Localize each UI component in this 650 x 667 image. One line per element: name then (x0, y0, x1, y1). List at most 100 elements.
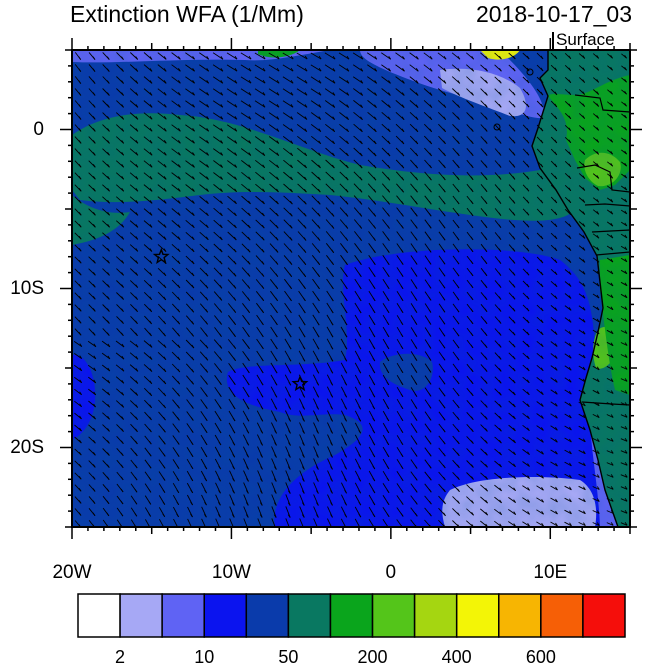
wind-barb-flag (261, 297, 265, 301)
wind-barb-flag (498, 260, 502, 264)
wind-barb (339, 123, 349, 133)
wind-barb-flag (121, 236, 125, 240)
wind-barb-flag (220, 91, 224, 96)
wind-barb-flag (610, 115, 614, 119)
wind-barb-flag (92, 80, 96, 84)
wind-barb-flag (610, 103, 614, 107)
wind-barb-flag (527, 523, 530, 527)
wind-barb-flag (527, 439, 530, 443)
wind-barb-flag (582, 139, 586, 143)
wind-barb-flag (555, 450, 558, 455)
wind-barb-flag (512, 296, 516, 300)
wind-barb-flag (471, 452, 474, 456)
wind-barb-flag (512, 176, 516, 180)
wind-barb-flag (372, 405, 376, 410)
wind-barb-flag (78, 488, 82, 492)
wind-barb-flag (234, 67, 238, 72)
wind-barb (578, 437, 586, 443)
wind-barb-flag (429, 500, 432, 505)
wind-barb-flag (191, 260, 195, 265)
wind-barb-flag (191, 356, 195, 361)
wind-barb-flag (191, 381, 194, 385)
wind-barb-flag (596, 414, 600, 418)
wind-barb-flag (554, 283, 558, 287)
wind-barb-flag (344, 430, 347, 434)
wind-barb-flag (78, 68, 82, 72)
wind-barb (101, 364, 111, 372)
wind-barb-flag (176, 465, 180, 469)
wind-barb-flag (218, 502, 221, 506)
wind-barb-flag (302, 418, 305, 422)
wind-barb-flag (610, 498, 614, 502)
wind-barb-flag (414, 321, 418, 325)
wind-barb-flag (499, 67, 502, 72)
wind-barb-flag (274, 442, 277, 446)
wind-barb-flag (554, 247, 558, 252)
wind-barb (423, 76, 433, 84)
wind-barb-flag (219, 381, 222, 385)
wind-barb-flag (178, 164, 181, 168)
wind-barb-flag (316, 442, 319, 446)
wind-barb-flag (248, 55, 252, 60)
wind-barb-flag (470, 332, 474, 337)
wind-barb (157, 52, 167, 60)
wind-barb (592, 510, 600, 514)
wind-barb-flag (106, 488, 110, 492)
wind-barb-flag (317, 261, 321, 265)
wind-barb-flag (163, 296, 167, 301)
wind-barb-flag (484, 320, 488, 324)
wind-barb (282, 64, 294, 72)
wind-barb-flag (135, 212, 139, 216)
wind-barb-flag (302, 370, 306, 374)
wind-barb-flag (135, 92, 139, 96)
wind-barb-flag (220, 55, 224, 60)
wind-barb-flag (610, 270, 614, 275)
wind-barb-flag (386, 465, 390, 470)
wind-barb-flag (248, 91, 252, 96)
wind-barb-flag (527, 415, 530, 419)
wind-barb-flag (554, 211, 558, 216)
wind-barb (227, 160, 237, 168)
wind-barb-flag (332, 128, 336, 132)
wind-barb-flag (372, 477, 376, 482)
wind-barb-flag (344, 466, 347, 470)
wind-barb-flag (233, 236, 237, 241)
wind-barb (550, 401, 558, 407)
wind-barb-flag (346, 152, 349, 157)
wind-barb (592, 377, 600, 383)
wind-barb-flag (206, 200, 209, 204)
wind-barb-flag (624, 354, 628, 358)
wind-barb-flag (568, 354, 572, 359)
wind-barb-flag (289, 273, 293, 277)
wind-barb-flag (624, 474, 628, 478)
wind-barb-flag (442, 440, 446, 445)
wind-barb-flag (232, 441, 236, 446)
wind-barb-flag (498, 332, 502, 336)
wind-barb-flag (331, 176, 335, 181)
wind-barb-flag (318, 67, 322, 72)
wind-barb-flag (107, 92, 110, 96)
wind-barb-flag (274, 466, 277, 470)
wind-barb (522, 449, 530, 455)
wind-barb-flag (220, 103, 224, 108)
colorbar-swatch (77, 593, 121, 638)
wind-barb-flag (246, 466, 249, 470)
wind-barb-flag (232, 429, 236, 434)
wind-barb-flag (526, 307, 530, 312)
wind-barb-flag (554, 175, 558, 180)
wind-barb (522, 473, 530, 479)
wind-barb-flag (513, 475, 516, 479)
wind-barb-flag (330, 345, 334, 350)
wind-barb-flag (526, 283, 530, 288)
wind-barb (240, 76, 252, 84)
wind-barb-flag (190, 441, 194, 445)
wind-barb-flag (149, 332, 152, 337)
wind-barb-flag (247, 333, 250, 338)
wind-barb-flag (260, 418, 264, 422)
wind-barb-flag (304, 79, 308, 84)
wind-barb-flag (233, 273, 237, 277)
wind-barb-flag (346, 140, 349, 145)
wind-barb (324, 88, 336, 96)
wind-barb-flag (218, 477, 221, 482)
wind-barb-flag (163, 152, 167, 156)
